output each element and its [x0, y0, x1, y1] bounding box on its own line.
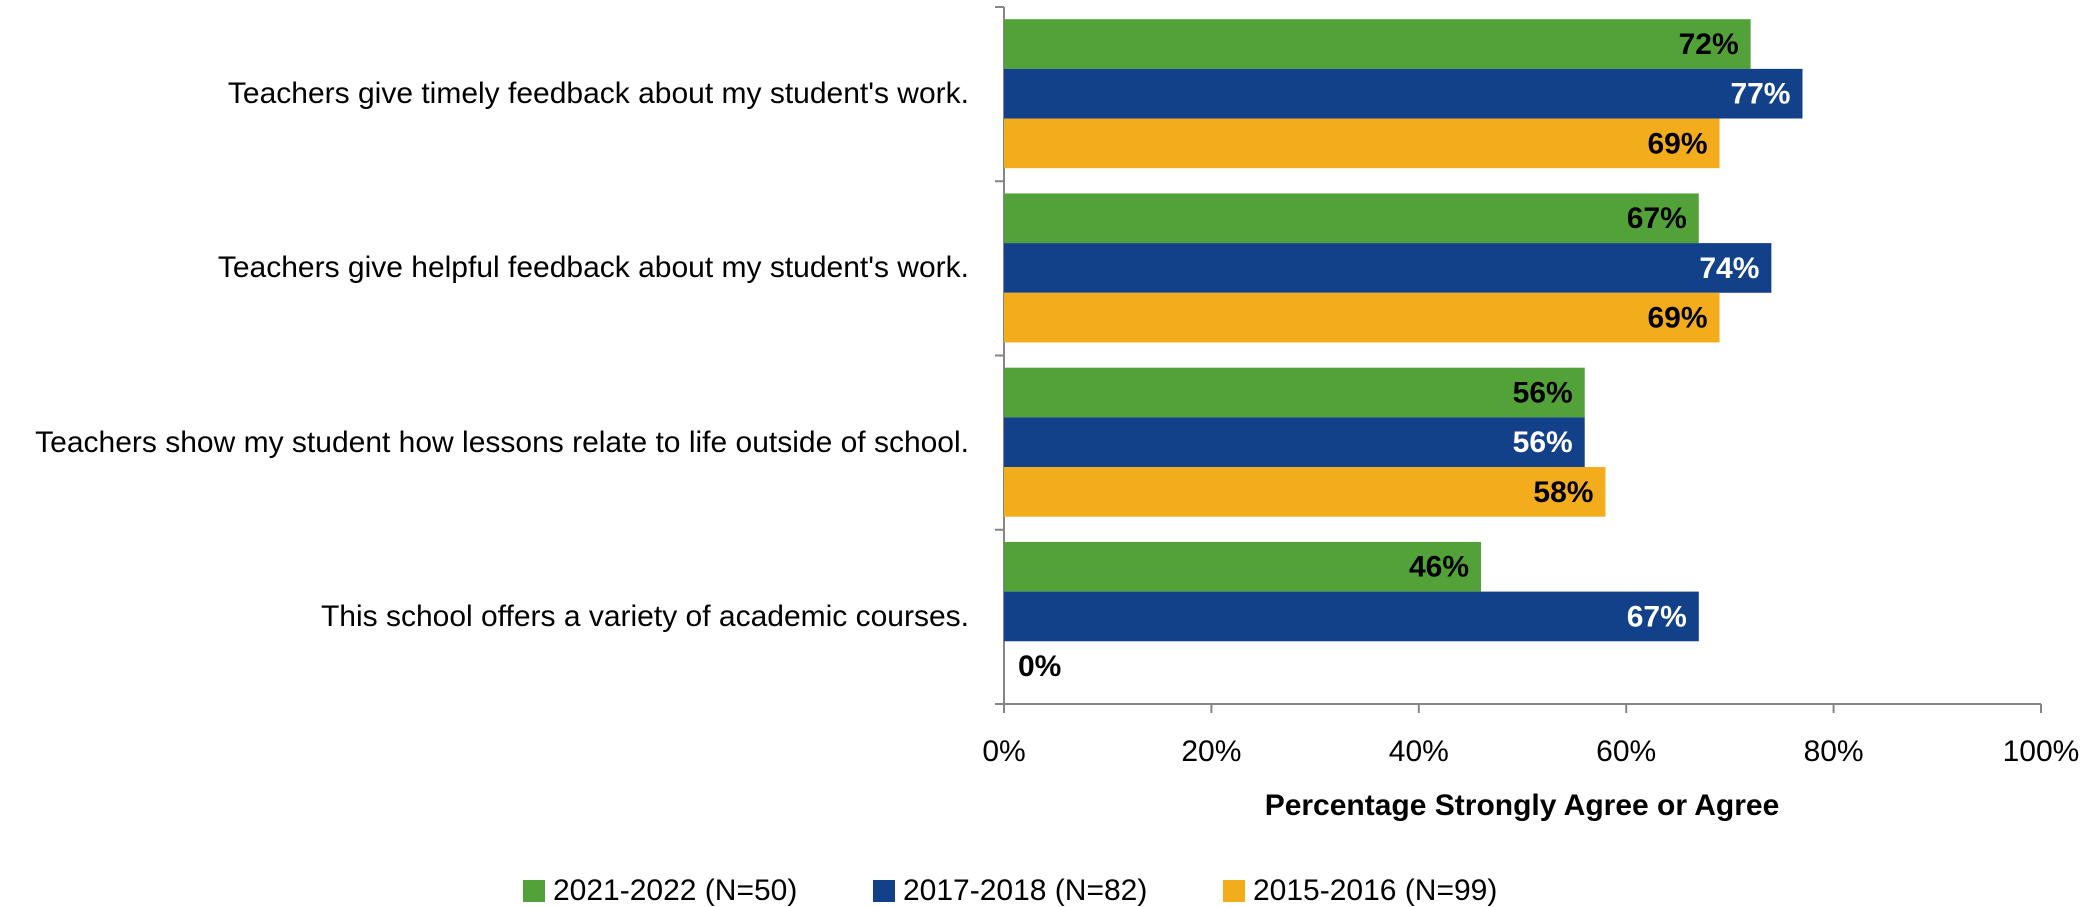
legend-label: 2015-2016 (N=99) — [1253, 874, 1497, 907]
bar — [1004, 193, 1699, 244]
bar — [1004, 467, 1606, 517]
data-label: 58% — [1533, 476, 1593, 509]
bar — [1004, 68, 1803, 119]
x-tick-label: 0% — [982, 735, 1025, 768]
data-label: 67% — [1627, 600, 1687, 633]
legend-swatch — [1223, 880, 1245, 902]
category-label: Teachers give helpful feedback about my … — [0, 248, 969, 288]
data-label: 67% — [1627, 202, 1687, 235]
x-tick-label: 20% — [1181, 735, 1241, 768]
data-label: 56% — [1513, 426, 1573, 459]
x-tick-label: 60% — [1596, 735, 1656, 768]
bar — [1004, 367, 1585, 418]
category-label: Teachers show my student how lessons rel… — [0, 423, 969, 463]
x-tick-label: 80% — [1804, 735, 1864, 768]
legend-label: 2021-2022 (N=50) — [553, 874, 797, 907]
bar — [1004, 541, 1482, 592]
bar — [1004, 118, 1720, 169]
data-label: 56% — [1513, 376, 1573, 409]
legend-swatch — [523, 880, 545, 902]
category-label: This school offers a variety of academic… — [0, 597, 969, 637]
bar — [1004, 292, 1720, 343]
legend-swatch — [873, 880, 895, 902]
data-label: 69% — [1647, 302, 1707, 335]
data-label: 74% — [1699, 252, 1759, 285]
legend-label: 2017-2018 (N=82) — [903, 874, 1147, 907]
data-label: 46% — [1409, 551, 1469, 584]
category-label: Teachers give timely feedback about my s… — [0, 74, 969, 114]
bar — [1004, 243, 1772, 293]
data-label: 72% — [1679, 28, 1739, 61]
x-tick-label: 40% — [1389, 735, 1449, 768]
category-text: Teachers give timely feedback about my s… — [227, 77, 969, 111]
data-label: 69% — [1647, 127, 1707, 160]
bar — [1004, 417, 1585, 468]
data-label: 0% — [1018, 650, 1061, 683]
category-text: Teachers give helpful feedback about my … — [217, 251, 969, 285]
x-tick-label: 100% — [2003, 735, 2080, 768]
bar — [1004, 19, 1751, 69]
category-text: This school offers a variety of academic… — [320, 599, 969, 633]
category-text: Teachers show my student how lessons rel… — [35, 425, 969, 459]
bar — [1004, 591, 1699, 642]
x-axis-title: Percentage Strongly Agree or Agree — [1265, 789, 1780, 822]
data-label: 77% — [1730, 78, 1790, 111]
